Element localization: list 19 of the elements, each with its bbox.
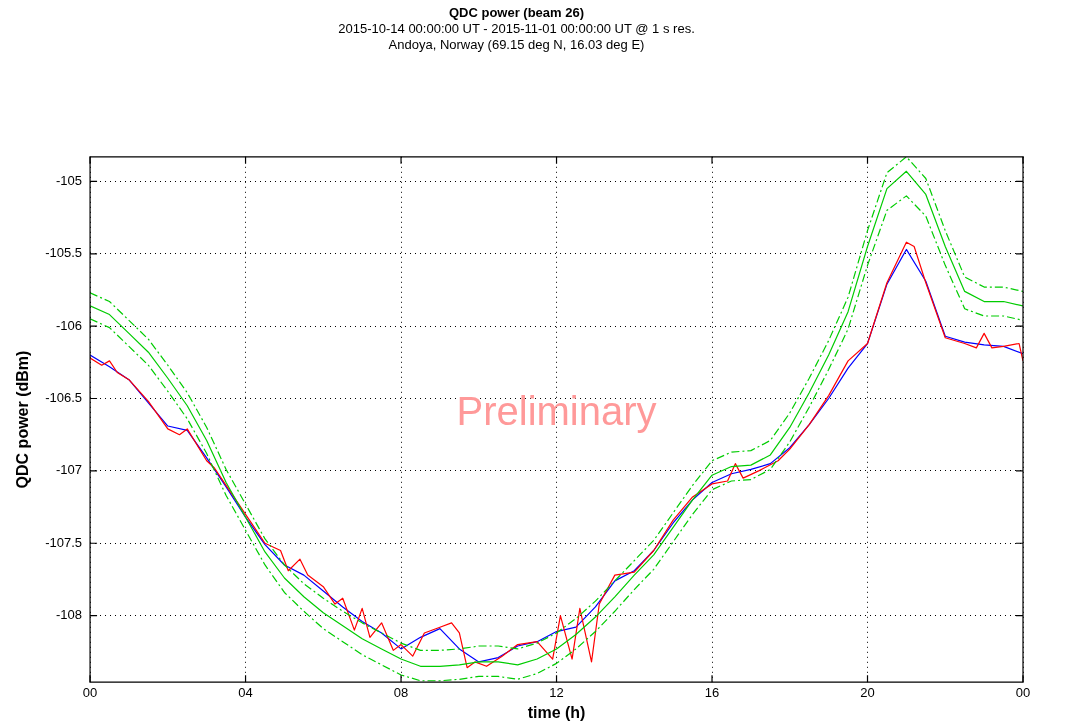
x-tick-label: 00: [1015, 684, 1031, 700]
x-tick-label: 04: [238, 684, 253, 700]
y-tick-label: -105: [56, 172, 83, 188]
y-axis-title: QDC power (dBm): [14, 350, 32, 489]
chart-title: QDC power (beam 26): [448, 5, 585, 21]
x-tick-label: 12: [549, 684, 564, 700]
annotation: Preliminary: [456, 389, 657, 434]
y-tick-label: -106.5: [45, 390, 83, 406]
x-tick-label: 20: [860, 684, 875, 700]
y-tick-label: -107: [56, 462, 83, 478]
y-tick-label: -107.5: [45, 534, 83, 550]
x-tick-label: 16: [704, 684, 720, 700]
y-tick-label: -108: [56, 607, 83, 623]
y-tick-label: -105.5: [45, 245, 83, 261]
x-tick-label: 00: [82, 684, 98, 700]
chart-subtitle: 2015-10-14 00:00:00 UT - 2015-11-01 00:00:00 UT @ 1 s res. Andoya, Norway (69.15 deg N, 16.03 deg E): [338, 20, 695, 52]
y-tick-label: -106: [56, 317, 83, 333]
x-axis-title: time (h): [527, 703, 586, 721]
x-tick-label: 08: [393, 684, 409, 700]
